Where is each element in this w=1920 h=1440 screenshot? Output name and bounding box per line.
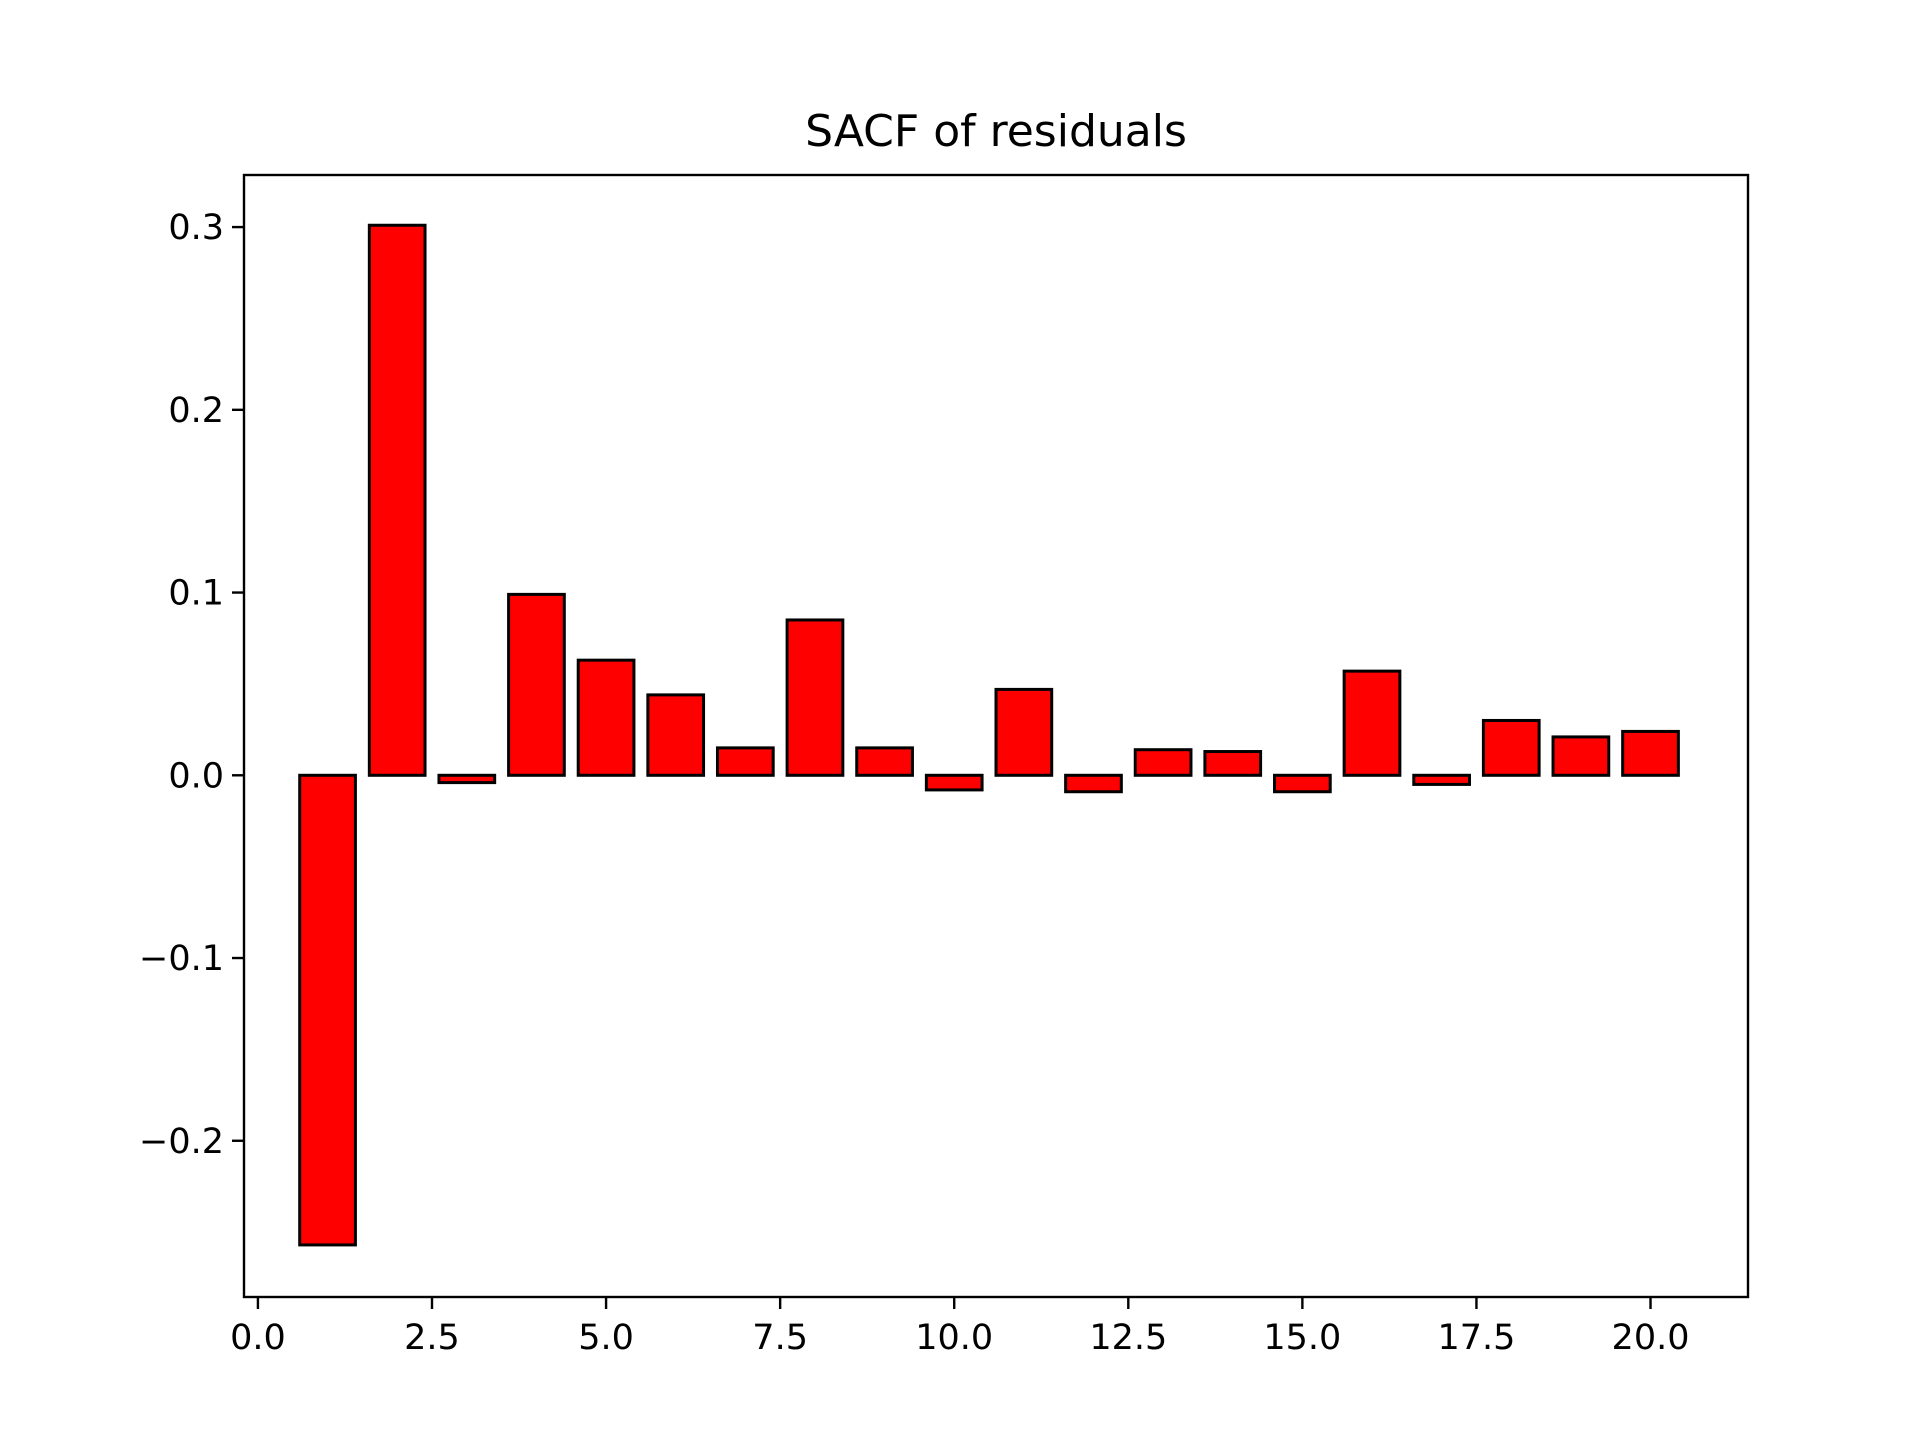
bar-lag-8 bbox=[785, 618, 845, 777]
bar-lag-9 bbox=[855, 746, 914, 777]
bars-group bbox=[298, 223, 1680, 1247]
x-tick-label: 17.5 bbox=[1437, 1318, 1515, 1358]
x-tick-label: 12.5 bbox=[1089, 1318, 1167, 1358]
bar-lag-5 bbox=[576, 658, 636, 777]
y-tick-label: 0.0 bbox=[168, 756, 224, 796]
y-tick-label: 0.1 bbox=[168, 574, 224, 614]
plot-frame bbox=[242, 173, 1750, 1299]
y-tick-label: −0.2 bbox=[139, 1122, 224, 1162]
bar-lag-1 bbox=[298, 773, 357, 1247]
y-tick-label: −0.1 bbox=[139, 939, 224, 979]
bar-lag-18 bbox=[1481, 718, 1541, 777]
x-tick-label: 15.0 bbox=[1263, 1318, 1341, 1358]
bar-lag-3 bbox=[437, 773, 497, 785]
x-axis-ticks: 0.0 2.5 5.0 7.5 10.0 12.5 15.0 17.5 20.0 bbox=[230, 1297, 1689, 1358]
bar-lag-10 bbox=[924, 773, 984, 792]
x-tick-label: 20.0 bbox=[1612, 1318, 1690, 1358]
bar-lag-2 bbox=[367, 223, 427, 777]
bar-lag-20 bbox=[1621, 729, 1680, 777]
bar-lag-13 bbox=[1133, 748, 1193, 777]
y-axis-ticks: −0.2 −0.1 0.0 0.1 0.2 0.3 bbox=[139, 208, 244, 1162]
x-tick-label: 7.5 bbox=[752, 1318, 808, 1358]
x-tick-label: 0.0 bbox=[230, 1318, 286, 1358]
x-tick-label: 10.0 bbox=[915, 1318, 993, 1358]
chart-title: SACF of residuals bbox=[805, 106, 1187, 157]
x-tick-label: 2.5 bbox=[404, 1318, 460, 1358]
bar-lag-4 bbox=[507, 592, 566, 777]
bar-lag-6 bbox=[646, 693, 706, 777]
bar-lag-11 bbox=[994, 687, 1054, 777]
bar-lag-15 bbox=[1273, 773, 1332, 794]
bar-lag-19 bbox=[1551, 735, 1611, 777]
y-tick-label: 0.3 bbox=[168, 208, 224, 248]
y-tick-label: 0.2 bbox=[168, 391, 224, 431]
bar-lag-12 bbox=[1064, 773, 1123, 794]
bar-lag-7 bbox=[715, 746, 775, 777]
bar-lag-17 bbox=[1412, 773, 1471, 786]
bar-lag-14 bbox=[1203, 750, 1263, 777]
bar-lag-16 bbox=[1342, 669, 1402, 777]
x-tick-label: 5.0 bbox=[578, 1318, 634, 1358]
